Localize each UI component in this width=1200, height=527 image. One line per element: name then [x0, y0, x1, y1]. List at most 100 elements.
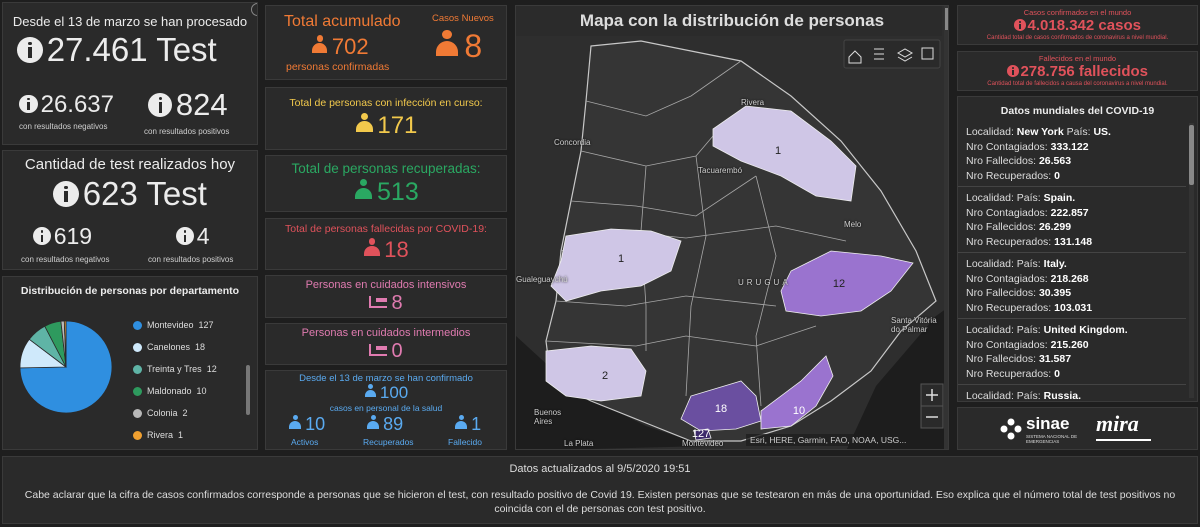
panel-title: Personas en cuidados intensivos: [305, 279, 467, 291]
region[interactable]: [760, 355, 834, 430]
value: 27.461 Test: [46, 31, 217, 68]
mira-logo: mira: [1096, 411, 1139, 436]
label: País:: [1066, 126, 1091, 138]
region-label: 127: [691, 428, 711, 440]
big-number: 27.461 Test: [17, 31, 217, 69]
panel-title: Datos mundiales del COVID-19: [1000, 105, 1155, 117]
label: Localidad:: [966, 126, 1014, 138]
deceased-number: 1: [454, 414, 481, 435]
panel-title: Casos confirmados en el mundo: [1023, 8, 1132, 17]
sinae-logo: sinae: [1026, 414, 1070, 433]
entry-fallecidos: Nro Fallecidos: 30.395: [966, 286, 1178, 301]
label: Nro Recuperados:: [966, 169, 1052, 182]
label: Activos: [291, 437, 319, 447]
deceased-panel: Total de personas fallecidas por COVID-1…: [265, 218, 507, 270]
value: 0: [391, 340, 403, 362]
legend-item: Rivera 1: [133, 430, 183, 440]
legend-value: 12: [206, 364, 217, 374]
home-button[interactable]: [848, 50, 862, 64]
zoom-controls[interactable]: [920, 383, 944, 429]
label: con resultados negativos: [19, 122, 108, 131]
scrollbar[interactable]: [246, 365, 250, 415]
label: Recuperados: [363, 437, 414, 447]
region[interactable]: [550, 228, 682, 302]
department-borders: [545, 60, 847, 407]
mira-underline: [1096, 439, 1151, 441]
entry-contagiados: Nro Contagiados: 215.260: [966, 338, 1178, 353]
value: 278.756 fallecidos: [1020, 63, 1149, 80]
panel-title: Desde el 13 de marzo se han confirmado: [299, 373, 473, 384]
entry-contagiados: Nro Contagiados: 333.122: [966, 140, 1178, 155]
region[interactable]: [545, 345, 647, 402]
entry-fallecidos: Nro Fallecidos: 26.299: [966, 220, 1178, 235]
map-toolbar[interactable]: [843, 39, 941, 69]
legend-label: Treinta y Tres: [147, 364, 202, 374]
legend-button[interactable]: [874, 48, 884, 60]
legend-label: Canelones: [147, 342, 191, 352]
value: 26.637: [40, 91, 114, 118]
place-label: URUGUA: [738, 278, 791, 287]
active-panel: Total de personas con infección en curso…: [265, 87, 507, 150]
label: Nro Contagiados:: [966, 206, 1048, 219]
label: casos en personal de la salud: [329, 403, 443, 413]
legend-dot: [133, 320, 142, 330]
label: Nro Fallecidos:: [966, 287, 1037, 299]
panel-title: Total de personas fallecidas por COVID-1…: [285, 223, 487, 235]
region[interactable]: [712, 105, 857, 202]
region-label: 10: [792, 405, 806, 417]
recuperados: 0: [1054, 169, 1060, 182]
pais: Russia.: [1043, 390, 1082, 402]
legend-value: 1: [178, 430, 184, 440]
tests-today-panel: Cantidad de test realizados hoy 623 Test…: [2, 150, 258, 270]
legend-item: Maldonado 10: [133, 386, 207, 396]
entry: Localidad: País: Spain. Nro Contagiados: …: [958, 187, 1186, 253]
pie-panel: Distribución de personas por departament…: [2, 276, 258, 450]
legend-value: 18: [195, 342, 206, 352]
updated-text: Datos actualizados al 9/5/2020 19:51: [509, 463, 691, 475]
label: País:: [1016, 390, 1041, 402]
intermediate-care-panel: Personas en cuidados intermedios 0: [265, 323, 507, 365]
entry-recuperados: Nro Recuperados: 0: [966, 367, 1178, 382]
legend-item: Treinta y Tres 12: [133, 364, 217, 374]
plus-icon: [926, 389, 938, 401]
panel-title: Cantidad de test realizados hoy: [24, 156, 236, 173]
region[interactable]: [680, 380, 762, 432]
region[interactable]: [780, 250, 914, 317]
legend-label: Maldonado: [147, 386, 192, 396]
big-number: 623 Test: [3, 175, 257, 213]
label: Nro Contagiados:: [966, 272, 1048, 285]
positive-number: 824: [148, 87, 228, 123]
layers-button[interactable]: [896, 48, 914, 62]
expand-button[interactable]: [251, 3, 257, 16]
sinae-icon: [1000, 418, 1022, 440]
scrollbar[interactable]: [1189, 125, 1194, 185]
scrollbar[interactable]: [945, 8, 949, 30]
basemap-button[interactable]: [921, 47, 934, 60]
fallecidos: 30.395: [1038, 287, 1072, 299]
panel-title: Fallecidos en el mundo: [1038, 54, 1117, 63]
region[interactable]: [693, 428, 712, 441]
label: Localidad:: [966, 192, 1014, 204]
contagiados: 222.857: [1050, 206, 1089, 219]
map[interactable]: [516, 6, 949, 450]
world-cases-panel: Casos confirmados en el mundo 4.018.342 …: [957, 5, 1198, 45]
fallecidos: 31.587: [1038, 353, 1072, 365]
localidad: New York: [1016, 126, 1064, 138]
panel-title: Total acumulado: [284, 13, 401, 30]
label: Localidad:: [966, 324, 1014, 336]
place-label: La Plata: [564, 439, 594, 448]
region-label: 2: [601, 370, 609, 382]
scrollbar-track: [1189, 123, 1194, 398]
entry-recuperados: Nro Recuperados: 0: [966, 169, 1178, 184]
map-panel: Rivera Concordia Tacuarembó Melo Gualeguaych…: [515, 5, 949, 450]
region-label: 1: [617, 253, 625, 265]
label: con resultados positivos: [148, 255, 234, 264]
legend-label: Rivera: [147, 430, 174, 440]
entry-location: Localidad: País: Italy.: [966, 257, 1178, 272]
pais: United Kingdom.: [1043, 324, 1128, 336]
entry-contagiados: Nro Contagiados: 222.857: [966, 206, 1178, 221]
label: Nro Contagiados:: [966, 338, 1048, 351]
place-label: Buenos Aires: [534, 408, 562, 426]
